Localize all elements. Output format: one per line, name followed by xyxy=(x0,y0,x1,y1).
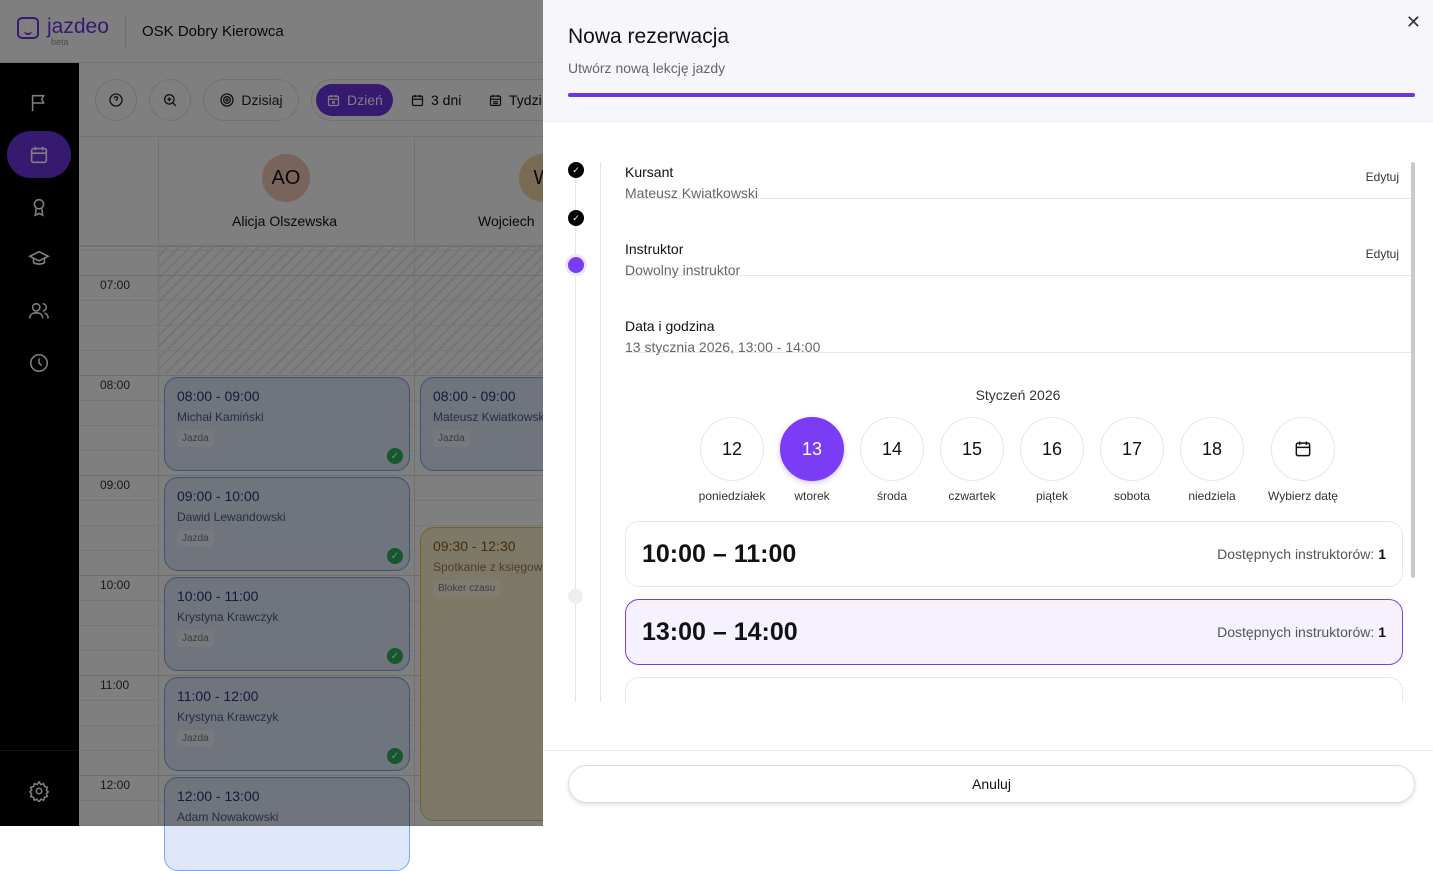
cancel-button[interactable]: Anuluj xyxy=(568,765,1415,803)
step-done-icon: ✓ xyxy=(568,210,584,226)
step-active-icon xyxy=(565,254,587,276)
step-value: Dowolny instruktor xyxy=(625,262,741,278)
day-button[interactable]: 15 xyxy=(940,417,1004,481)
day-button[interactable]: 18 xyxy=(1180,417,1244,481)
step-pending-icon xyxy=(568,589,583,604)
day-name: środa xyxy=(876,489,908,503)
day-name: sobota xyxy=(1113,489,1151,503)
step-datetime: Data i godzina 13 stycznia 2026, 13:00 -… xyxy=(625,276,1411,355)
modal-backdrop[interactable] xyxy=(0,0,543,826)
step-value: Mateusz Kwiatkowski xyxy=(625,185,759,201)
step-value: 13 stycznia 2026, 13:00 - 14:00 xyxy=(625,339,821,355)
day-name: czwartek xyxy=(948,489,996,503)
slot-availability: Dostępnych instruktorów: 1 xyxy=(1217,546,1386,562)
pick-date-button[interactable] xyxy=(1271,417,1335,481)
drawer-title: Nowa rezerwacja xyxy=(568,25,730,48)
step-title: Instruktor xyxy=(625,241,684,257)
day-button[interactable]: 13 xyxy=(780,417,844,481)
step-title: Data i godzina xyxy=(625,318,715,334)
time-slot-selected[interactable]: 13:00 – 14:00 Dostępnych instruktorów: 1 xyxy=(625,599,1403,665)
slot-availability: Dostępnych instruktorów: 1 xyxy=(1217,624,1386,640)
availability-label: Dostępnych instruktorów: xyxy=(1217,624,1375,640)
day-button[interactable]: 16 xyxy=(1020,417,1084,481)
step-student: Kursant Mateusz Kwiatkowski Edytuj xyxy=(625,122,1411,201)
availability-count: 1 xyxy=(1378,546,1386,562)
day-name: poniedziałek xyxy=(698,489,766,503)
new-reservation-drawer: Nowa rezerwacja Utwórz nową lekcję jazdy… xyxy=(543,0,1433,826)
calendar-icon xyxy=(1295,441,1311,457)
month-label: Styczeń 2026 xyxy=(975,387,1061,403)
progress-fill xyxy=(568,93,1415,97)
time-slot[interactable] xyxy=(625,677,1403,702)
edit-instructor-button[interactable]: Edytuj xyxy=(1365,247,1399,261)
stepper-line xyxy=(575,170,576,702)
day-name: wtorek xyxy=(794,489,830,503)
day-name: piątek xyxy=(1035,489,1069,503)
step-title: Kursant xyxy=(625,164,674,180)
content-divider xyxy=(600,162,601,702)
step-instructor: Instruktor Dowolny instruktor Edytuj xyxy=(625,199,1411,278)
edit-student-button[interactable]: Edytuj xyxy=(1365,170,1399,184)
slot-time: 10:00 – 11:00 xyxy=(642,540,797,568)
progress-bar xyxy=(568,93,1415,97)
availability-label: Dostępnych instruktorów: xyxy=(1217,546,1375,562)
step-done-icon: ✓ xyxy=(568,162,584,178)
day-button[interactable]: 14 xyxy=(860,417,924,481)
drawer-body: ✓ ✓ Kursant Mateusz Kwiatkowski Edytuj I… xyxy=(543,122,1433,702)
drawer-subtitle: Utwórz nową lekcję jazdy xyxy=(568,60,726,76)
drawer-footer: Anuluj xyxy=(543,750,1433,826)
close-icon[interactable]: ✕ xyxy=(1405,12,1421,32)
day-button[interactable]: 17 xyxy=(1100,417,1164,481)
day-button[interactable]: 12 xyxy=(700,417,764,481)
pick-date-label: Wybierz datę xyxy=(1268,489,1338,503)
availability-count: 1 xyxy=(1378,624,1386,640)
time-slot[interactable]: 10:00 – 11:00 Dostępnych instruktorów: 1 xyxy=(625,521,1403,587)
slot-time: 13:00 – 14:00 xyxy=(642,618,798,646)
drawer-header: Nowa rezerwacja Utwórz nową lekcję jazdy… xyxy=(543,0,1433,122)
day-name: niedziela xyxy=(1188,489,1236,503)
scrollbar[interactable] xyxy=(1411,162,1415,578)
